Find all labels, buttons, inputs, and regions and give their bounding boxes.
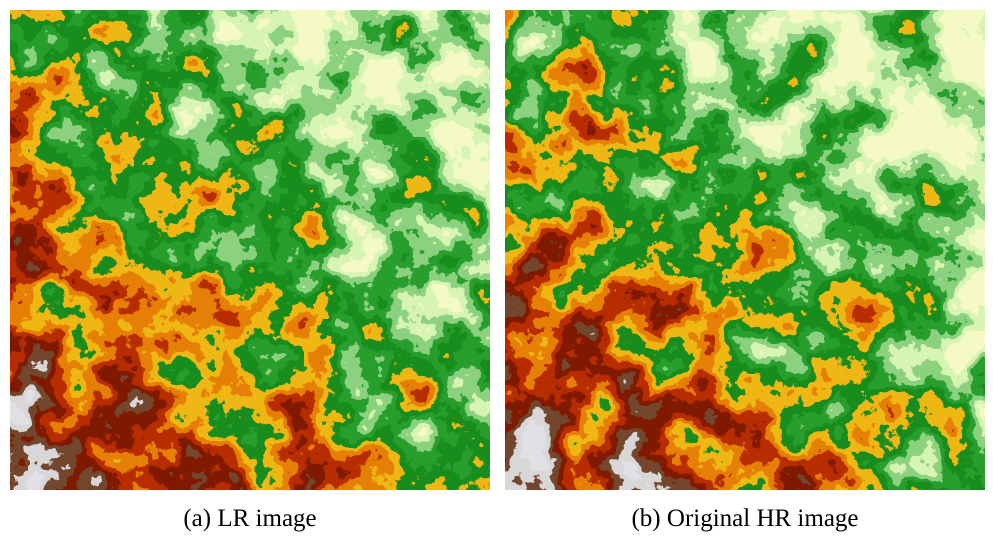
lr-image (10, 10, 490, 490)
caption-b: (b) Original HR image (631, 505, 858, 532)
hr-image (505, 10, 985, 490)
caption-a: (a) LR image (183, 505, 316, 532)
